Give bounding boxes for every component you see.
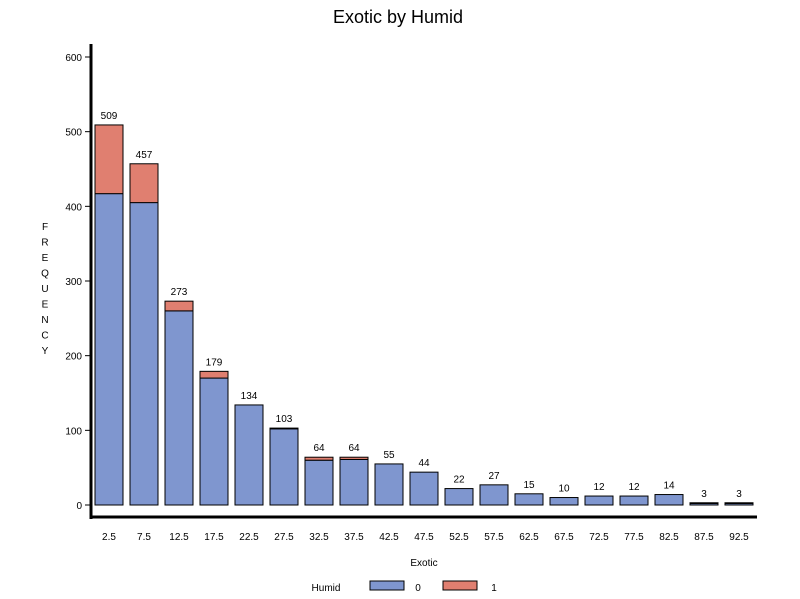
bar-total-label: 15 [523,480,535,491]
bar-total-label: 22 [453,475,465,486]
y-tick-label: 300 [65,277,82,288]
bar-segment-humid-1 [689,502,719,505]
bar-total-label: 14 [663,481,675,492]
bar-segment-humid-0 [409,471,439,506]
bar-segment-humid-0 [164,310,194,506]
bar-segment-humid-0 [234,404,264,506]
bar-total-label: 12 [628,482,640,493]
y-tick-label: 200 [65,352,82,363]
bar-segment-humid-0 [444,488,474,506]
bar-total-label: 509 [101,111,118,122]
bar-segment-humid-1 [164,300,194,312]
x-tick-label: 42.5 [379,532,399,543]
bar-segment-humid-1 [339,456,369,460]
y-tick-label: 100 [65,426,82,437]
y-axis-label-letter: Y [42,346,49,357]
bar-segment-humid-0 [619,495,649,506]
y-tick-label: 0 [76,501,82,512]
legend-title: Humid [312,583,341,594]
bar-segment-humid-0 [339,458,369,506]
bar-segment-humid-1 [199,370,229,379]
x-tick-label: 62.5 [519,532,539,543]
x-tick-label: 27.5 [274,532,294,543]
bar-segment-humid-0 [94,193,124,506]
chart-title: Exotic by Humid [333,7,463,27]
x-tick-label: 7.5 [137,532,151,543]
legend-label-0: 0 [415,583,421,594]
bar-total-label: 64 [313,443,325,454]
legend: Humid 0 1 [312,580,497,594]
bar-segment-humid-1 [129,163,159,204]
y-axis-label-letter: U [41,284,48,295]
bar-segment-humid-1 [269,427,299,430]
legend-swatch-0 [369,580,405,591]
x-axis-label: Exotic [410,558,437,569]
bar-segment-humid-0 [129,202,159,506]
bar-total-label: 3 [736,489,742,500]
x-tick-label: 87.5 [694,532,714,543]
bar-segment-humid-0 [374,463,404,506]
x-tick-label: 12.5 [169,532,189,543]
y-axis-label-letter: Q [41,269,49,280]
legend-label-1: 1 [491,583,497,594]
bar-total-label: 457 [136,150,153,161]
bar-segment-humid-0 [654,494,684,506]
y-axis: 0 100 200 300 400 500 600 [65,44,93,519]
bar-total-label: 179 [206,357,223,368]
bar-total-label: 10 [558,484,570,495]
y-axis-label-letter: R [41,238,48,249]
bar-total-label: 64 [348,443,360,454]
x-tick-label: 52.5 [449,532,469,543]
x-tick-label: 22.5 [239,532,259,543]
y-tick-label: 400 [65,202,82,213]
bar-total-label: 134 [241,391,258,402]
bar-segment-humid-0 [514,493,544,506]
bar-total-label: 3 [701,489,707,500]
y-axis-label-letter: F [42,222,48,233]
bar-segment-humid-1 [94,124,124,195]
y-tick-label: 600 [65,53,82,64]
bar-total-label: 103 [276,414,293,425]
bar-segment-humid-0 [199,377,229,506]
bar-total-label: 12 [593,482,605,493]
bar-total-label: 55 [383,450,395,461]
bar-segment-humid-0 [269,428,299,506]
bar-segment-humid-0 [584,495,614,506]
bars: 509 457 273 179 134 103 64 64 55 44 22 27 15 10 12 12 14… [94,111,754,506]
x-tick-label: 92.5 [729,532,749,543]
y-axis-label-letter: E [42,253,49,264]
bar-segment-humid-0 [304,459,334,506]
x-tick-label: 2.5 [102,532,116,543]
x-axis: 2.5 7.5 12.5 17.5 22.5 27.5 32.5 37.5 42.5 47.5 52… [90,515,757,543]
x-tick-label: 72.5 [589,532,609,543]
bar-segment-humid-0 [549,497,579,506]
y-axis-label-letter: E [42,300,49,311]
bar-total-label: 27 [488,471,500,482]
x-tick-label: 32.5 [309,532,329,543]
x-tick-label: 67.5 [554,532,574,543]
x-tick-label: 47.5 [414,532,434,543]
y-tick-label: 500 [65,128,82,139]
x-tick-label: 57.5 [484,532,504,543]
x-tick-label: 17.5 [204,532,224,543]
bar-segment-humid-0 [479,484,509,506]
x-tick-label: 77.5 [624,532,644,543]
legend-swatch-1 [442,580,478,591]
y-axis-label-letter: C [41,331,48,342]
bar-total-label: 273 [171,287,188,298]
bar-total-label: 44 [418,458,430,469]
bar-segment-humid-1 [304,456,334,461]
x-tick-label: 37.5 [344,532,364,543]
bar-segment-humid-1 [724,502,754,505]
x-tick-label: 82.5 [659,532,679,543]
y-axis-label-letter: N [41,315,48,326]
